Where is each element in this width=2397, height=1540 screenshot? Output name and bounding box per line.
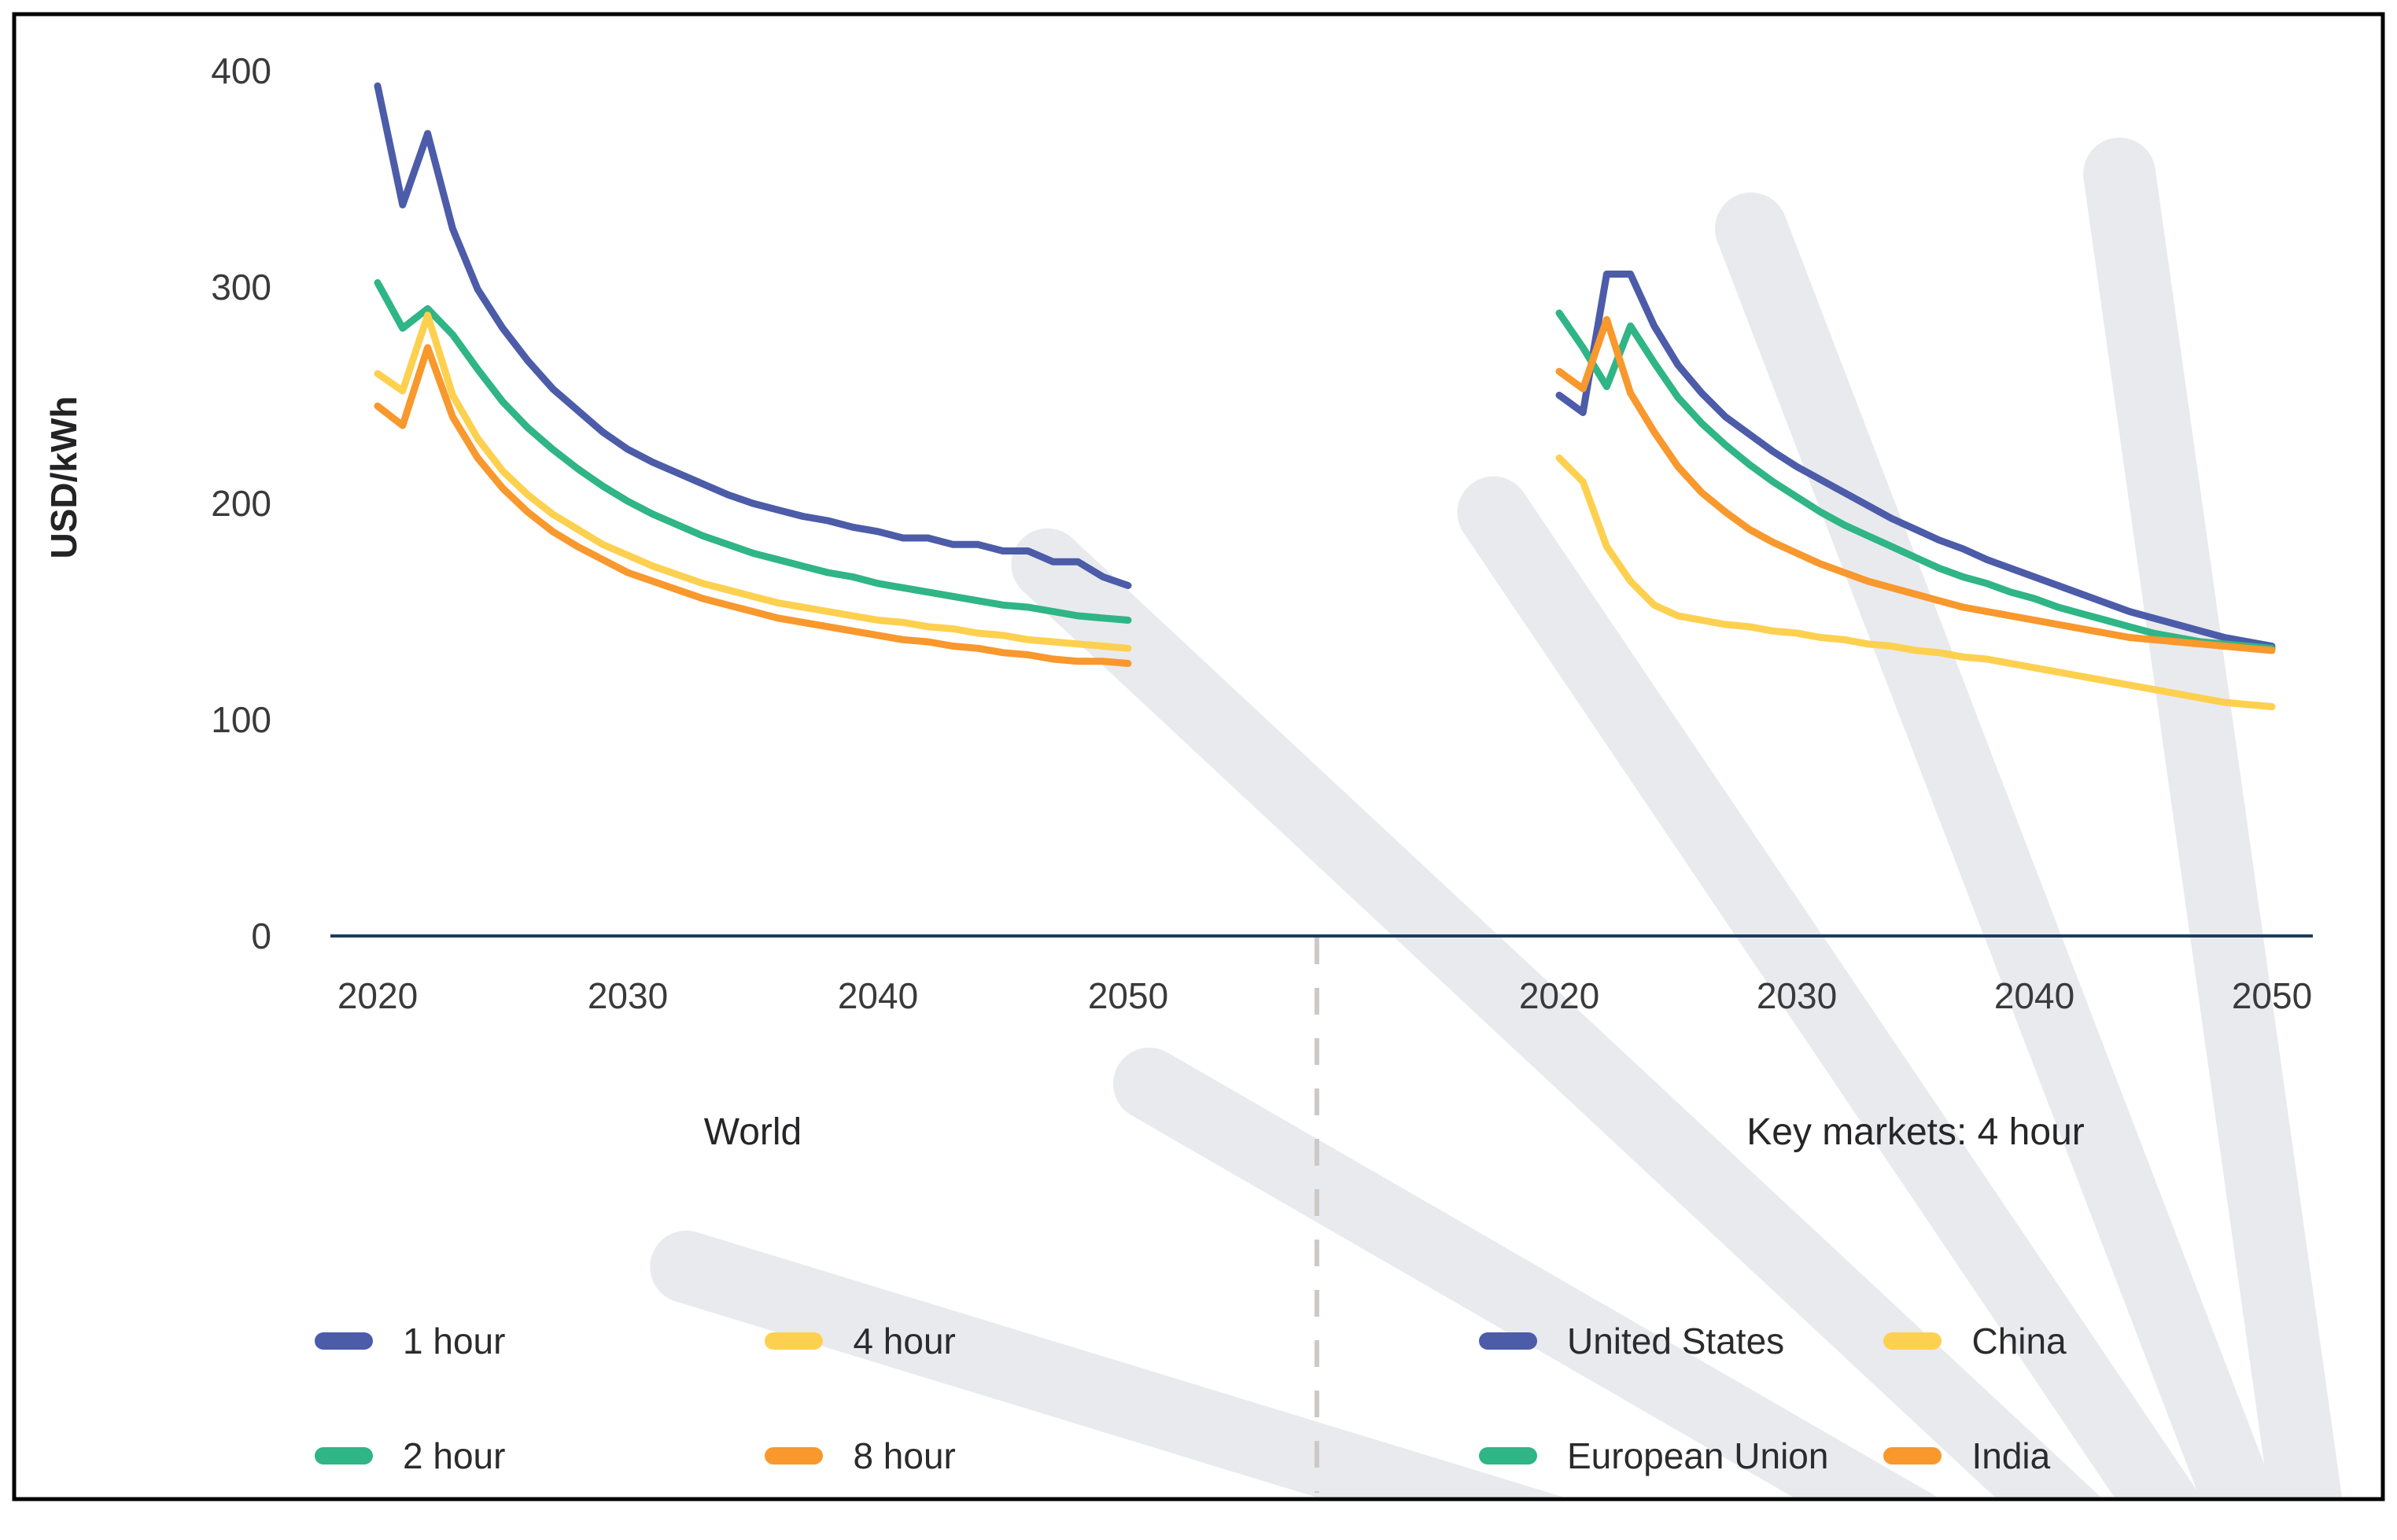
legend-label: European Union (1567, 1435, 1829, 1476)
legend-item-4-hour: 4 hour (765, 1320, 956, 1362)
legend-item-1-hour: 1 hour (315, 1320, 505, 1362)
watermark-fan-graphic (650, 137, 2376, 1497)
watermark-ray (2083, 137, 2376, 1497)
legend-swatch-icon (1883, 1332, 1942, 1350)
legend-label: China (1971, 1321, 2067, 1361)
series-line-china (1555, 454, 2276, 710)
legend-item-china: China (1883, 1320, 2067, 1362)
panel-title-world: World (704, 1111, 802, 1153)
legend-label: 8 hour (853, 1435, 956, 1476)
x-tick-label: 2050 (2232, 975, 2312, 1016)
legend-item-united-states: United States (1479, 1320, 1828, 1362)
x-tick-label: 2040 (838, 975, 918, 1016)
legend-label: 4 hour (853, 1321, 956, 1361)
watermark-ray (1112, 1048, 2350, 1497)
y-tick-label: 300 (211, 267, 271, 308)
x-tick-label: 2050 (1088, 975, 1168, 1016)
x-axis-ticks-world: 2020 2030 2040 2050 (337, 975, 1168, 1016)
legend-swatch-icon (1479, 1332, 1537, 1350)
series-line-8-hour (374, 344, 1132, 667)
series-lines-key-markets (1555, 271, 2276, 710)
legend-label: 1 hour (403, 1321, 506, 1361)
y-axis-ticks: 400 300 200 100 0 (211, 50, 271, 956)
legend-item-european-union: European Union (1479, 1435, 1828, 1477)
watermark-ray (1011, 528, 2355, 1497)
legend-item-2-hour: 2 hour (315, 1435, 505, 1477)
legend-label: India (1971, 1435, 2051, 1476)
series-line-united-states (1555, 271, 2276, 650)
watermark-ray (1714, 192, 2368, 1497)
y-tick-label: 200 (211, 483, 271, 524)
series-line-1-hour (374, 82, 1132, 589)
y-tick-label: 100 (211, 699, 271, 740)
y-tick-label: 400 (211, 50, 271, 91)
legend-swatch-icon (1479, 1447, 1537, 1464)
series-line-india (1555, 315, 2276, 654)
series-lines-world (374, 82, 1132, 667)
legend-swatch-icon (315, 1447, 373, 1464)
legend-item-8-hour: 8 hour (765, 1435, 956, 1477)
x-tick-label: 2030 (588, 975, 668, 1016)
series-line-2-hour (374, 279, 1132, 624)
x-tick-label: 2020 (337, 975, 418, 1016)
legend-swatch-icon (315, 1332, 373, 1350)
legend-swatch-icon (1883, 1447, 1942, 1464)
y-axis-label: USD/kWh (43, 396, 84, 559)
x-tick-label: 2040 (1994, 975, 2074, 1016)
figure-border (12, 12, 2385, 1501)
x-tick-label: 2020 (1519, 975, 1599, 1016)
series-line-4-hour (374, 311, 1132, 652)
panel-title-key-markets: Key markets: 4 hour (1746, 1111, 2085, 1153)
legend-label: United States (1567, 1321, 1785, 1361)
legend-swatch-icon (765, 1447, 824, 1464)
watermark-ray (1457, 476, 2361, 1497)
x-tick-label: 2030 (1757, 975, 1837, 1016)
series-line-european-union (1555, 309, 2276, 652)
x-axis-ticks-key-markets: 2020 2030 2040 2050 (1519, 975, 2312, 1016)
legend-item-india: India (1883, 1435, 2066, 1477)
legend-world: 1 hour 2 hour 4 hour 8 hour (315, 1320, 956, 1477)
legend-key-markets: United States European Union China India (1479, 1320, 2067, 1477)
watermark-ray (650, 1230, 2347, 1497)
legend-label: 2 hour (403, 1435, 506, 1476)
y-tick-label: 0 (251, 916, 271, 956)
legend-swatch-icon (765, 1332, 824, 1350)
